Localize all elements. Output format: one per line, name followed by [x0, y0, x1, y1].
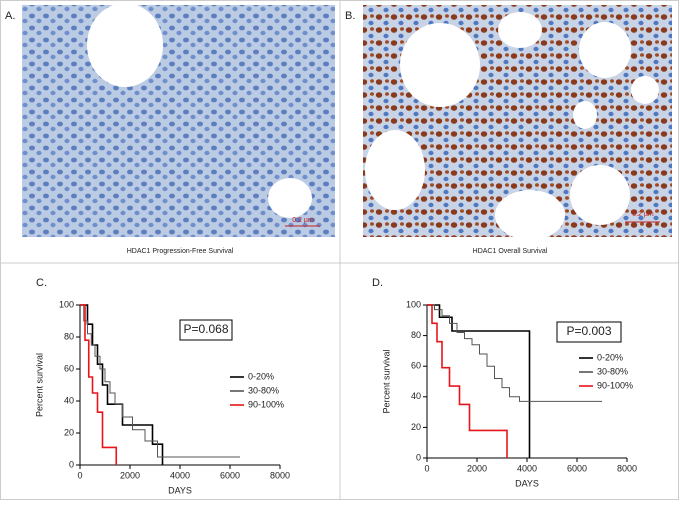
legend-label: 0-20%	[248, 371, 274, 381]
y-tick-label: 100	[59, 299, 74, 309]
survival-curve	[427, 304, 508, 458]
survival-curve	[80, 304, 240, 458]
micrograph	[363, 5, 672, 240]
y-tick-label: 40	[64, 395, 74, 405]
y-tick-label: 60	[64, 363, 74, 373]
panel-label: C.	[36, 277, 47, 289]
y-tick-label: 80	[411, 330, 421, 340]
legend-label: 0-20%	[597, 352, 623, 362]
legend-label: 90-100%	[248, 399, 284, 409]
y-tick-label: 0	[69, 459, 74, 469]
x-axis-label: DAYS	[168, 485, 192, 495]
y-tick-label: 20	[64, 427, 74, 437]
legend-label: 30-80%	[597, 366, 628, 376]
survival-curve	[427, 304, 531, 458]
legend-label: 30-80%	[248, 385, 279, 395]
annotation: P=0.068	[183, 322, 228, 336]
y-tick-label: 20	[411, 422, 421, 432]
y-axis-label: Percent survival	[381, 349, 391, 413]
scale-bar-label: 0.2 µm	[632, 211, 654, 218]
survival-curve	[80, 304, 164, 465]
x-tick-label: 2000	[467, 463, 487, 473]
annotation-box	[556, 321, 622, 343]
x-tick-label: 0	[424, 463, 429, 473]
caption: HDAC1 Overall Survival	[473, 248, 548, 255]
x-tick-label: 8000	[270, 470, 290, 480]
x-tick-label: 8000	[617, 463, 637, 473]
annotation-box	[179, 319, 233, 341]
x-tick-label: 6000	[567, 463, 587, 473]
y-axis-label: Percent survival	[34, 353, 44, 417]
y-tick-label: 100	[406, 299, 421, 309]
legend-label: 90-100%	[597, 380, 633, 390]
x-tick-label: 2000	[120, 470, 140, 480]
x-axis-label: DAYS	[515, 478, 539, 488]
y-tick-label: 0	[416, 452, 421, 462]
micrograph	[22, 3, 335, 237]
x-tick-label: 4000	[517, 463, 537, 473]
caption: HDAC1 Progression-Free Survival	[127, 248, 234, 255]
panel-label: A.	[5, 10, 15, 22]
x-tick-label: 6000	[220, 470, 240, 480]
panel-label: D.	[372, 277, 383, 289]
scale-bar-label: 0.2 µm	[292, 217, 314, 224]
x-tick-label: 0	[77, 470, 82, 480]
y-tick-label: 60	[411, 361, 421, 371]
annotation: P=0.003	[566, 324, 611, 338]
x-tick-label: 4000	[170, 470, 190, 480]
y-tick-label: 40	[411, 391, 421, 401]
survival-curve	[427, 304, 602, 402]
panel-label: B.	[345, 10, 355, 22]
survival-curve	[80, 304, 118, 465]
y-tick-label: 80	[64, 331, 74, 341]
